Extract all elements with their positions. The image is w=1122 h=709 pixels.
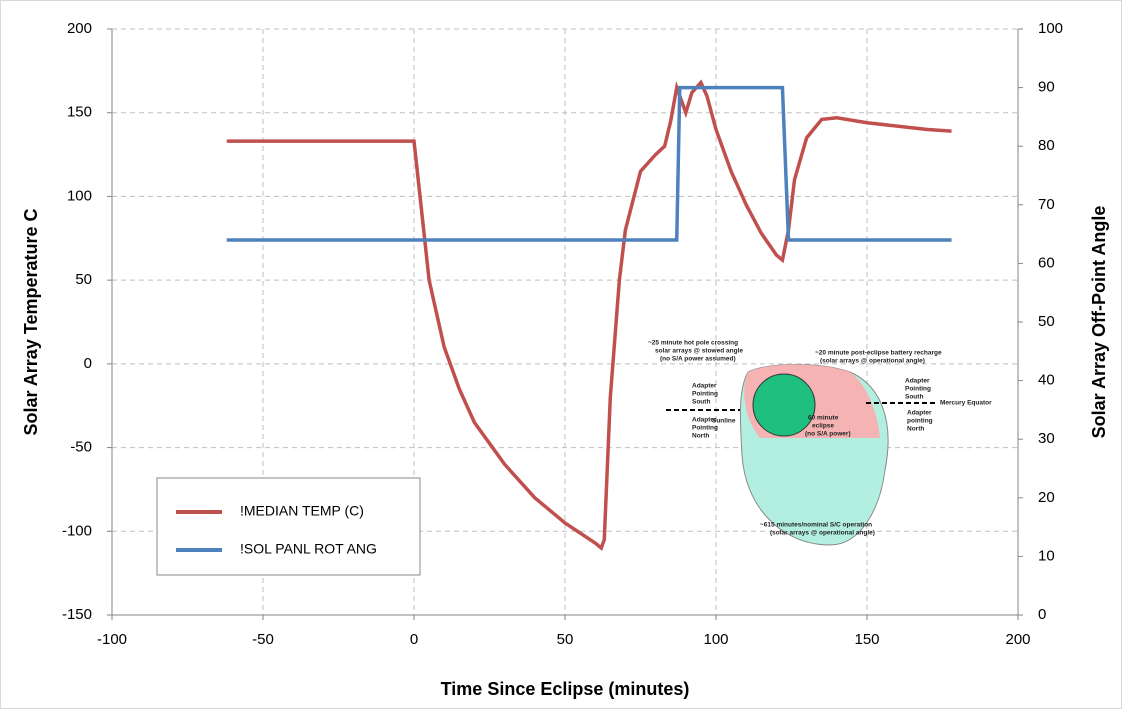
legend-label: !SOL PANL ROT ANG	[240, 541, 377, 557]
legend-box	[156, 477, 421, 576]
y2-tick-label: 30	[1038, 430, 1055, 447]
series-line	[226, 79, 952, 551]
y2-tick-label: 80	[1038, 137, 1055, 154]
y-tick-label: -50	[70, 439, 92, 456]
annotation: ~25 minute hot pole crossing	[648, 340, 738, 347]
annotation: Pointing	[692, 425, 718, 432]
annotation: (solar arrays @ operational angle)	[820, 358, 925, 365]
annotation: South	[905, 394, 923, 401]
annotation: North	[907, 426, 924, 433]
y-tick-label: 200	[67, 20, 92, 37]
annotation: (no S/A power)	[805, 431, 851, 438]
y2-tick-label: 40	[1038, 372, 1055, 389]
y-axis-title: Solar Array Temperature C	[21, 208, 41, 435]
x-tick-label: 150	[854, 631, 879, 648]
y-tick-label: -100	[62, 522, 92, 539]
x-tick-label: 100	[703, 631, 728, 648]
y2-tick-label: 70	[1038, 196, 1055, 213]
x-tick-label: -50	[252, 631, 274, 648]
legend-label: !MEDIAN TEMP (C)	[240, 503, 364, 519]
annotation: 60 minute	[808, 415, 839, 422]
y2-axis-title: Solar Array Off-Point Angle	[1089, 206, 1109, 439]
annotation: Sunline	[712, 418, 736, 425]
annotation: pointing	[907, 418, 933, 425]
y2-tick-label: 10	[1038, 547, 1055, 564]
y-tick-label: 150	[67, 104, 92, 121]
y2-tick-label: 20	[1038, 489, 1055, 506]
grid	[107, 28, 1023, 620]
y-tick-label: 0	[84, 355, 92, 372]
x-tick-label: 0	[410, 631, 418, 648]
x-tick-label: 50	[557, 631, 574, 648]
annotation: solar arrays @ stowed angle	[655, 348, 743, 355]
annotation: Adapter	[692, 417, 717, 424]
annotation: ~615 minutes/nominal S/C operation	[760, 522, 872, 529]
annotation: Pointing	[692, 391, 718, 398]
y2-tick-label: 60	[1038, 254, 1055, 271]
annotation: (solar arrays @ operational angle)	[770, 530, 875, 537]
annotation: Adapter	[907, 410, 932, 417]
y-tick-label: 50	[75, 271, 92, 288]
annotation: Mercury Equator	[940, 400, 992, 407]
planet	[752, 373, 816, 437]
series-line	[226, 85, 952, 242]
inset-diagram	[666, 364, 936, 546]
annotation: Adapter	[692, 383, 717, 390]
y2-tick-label: 50	[1038, 313, 1055, 330]
y-tick-label: 100	[67, 187, 92, 204]
y-tick-label: -150	[62, 606, 92, 623]
y2-tick-label: 0	[1038, 606, 1046, 623]
annotation: eclipse	[812, 423, 834, 430]
annotation: North	[692, 433, 709, 440]
series-layer	[226, 79, 952, 551]
annotation: (no S/A power assumed)	[660, 356, 736, 363]
x-axis-title: Time Since Eclipse (minutes)	[441, 679, 690, 699]
x-tick-label: -100	[97, 631, 127, 648]
annotation: Pointing	[905, 386, 931, 393]
x-tick-label: 200	[1005, 631, 1030, 648]
annotation: Adapter	[905, 378, 930, 385]
annotation: ~20 minute post-eclipse battery recharge	[815, 350, 942, 357]
y2-tick-label: 90	[1038, 79, 1055, 96]
y2-tick-label: 100	[1038, 20, 1063, 37]
annotation: South	[692, 399, 710, 406]
